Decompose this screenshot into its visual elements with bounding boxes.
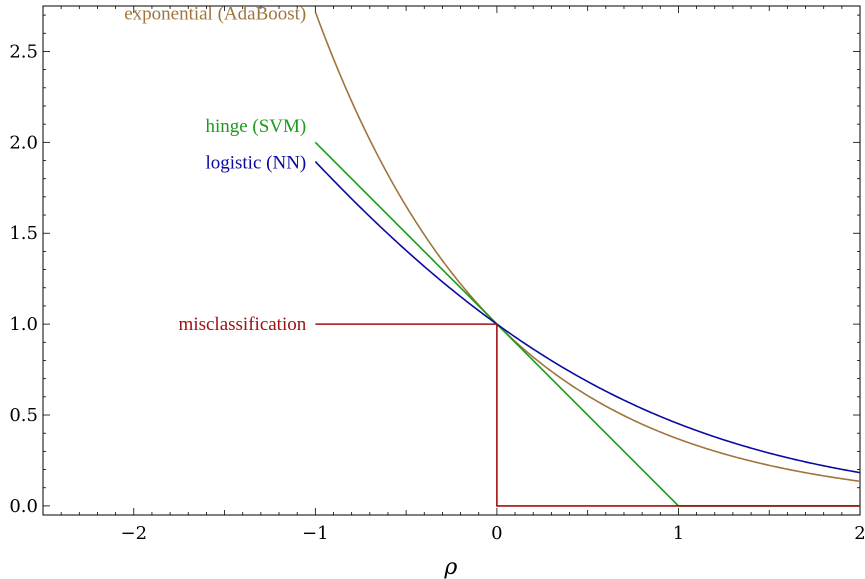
series-label-hinge: hinge (SVM) — [205, 116, 306, 137]
y-tick-label: 2.5 — [9, 41, 38, 62]
series-line-logistic — [314, 160, 861, 474]
plot-border — [42, 5, 861, 516]
y-tick-label: 2.0 — [9, 132, 38, 153]
series-line-exponential — [314, 11, 861, 483]
series-label-misclassification: misclassification — [179, 314, 307, 335]
x-tick-label: 0 — [491, 523, 502, 544]
x-axis-title: ρ — [443, 555, 457, 579]
x-tick-label: 2 — [854, 523, 865, 544]
series-line-misclassification — [315, 323, 860, 507]
x-axis-ticks: −2 −1 0 1 2 — [42, 6, 865, 544]
series-label-exponential: exponential (AdaBoost) — [124, 3, 306, 24]
series-curves — [314, 11, 861, 507]
plot-frame — [42, 5, 861, 516]
y-axis-ticks: 0.0 0.5 1.0 1.5 2.0 2.5 — [9, 14, 860, 517]
y-tick-label: 1.5 — [9, 223, 38, 244]
x-tick-label: 1 — [673, 523, 684, 544]
x-tick-label: −2 — [121, 523, 148, 544]
y-tick-label: 0.0 — [9, 496, 38, 517]
y-tick-label: 1.0 — [9, 314, 38, 335]
x-tick-label: −1 — [302, 523, 329, 544]
y-tick-label: 0.5 — [9, 405, 38, 426]
series-label-logistic: logistic (NN) — [205, 152, 306, 173]
series-labels: exponential (AdaBoost) hinge (SVM) logisti… — [124, 3, 307, 335]
